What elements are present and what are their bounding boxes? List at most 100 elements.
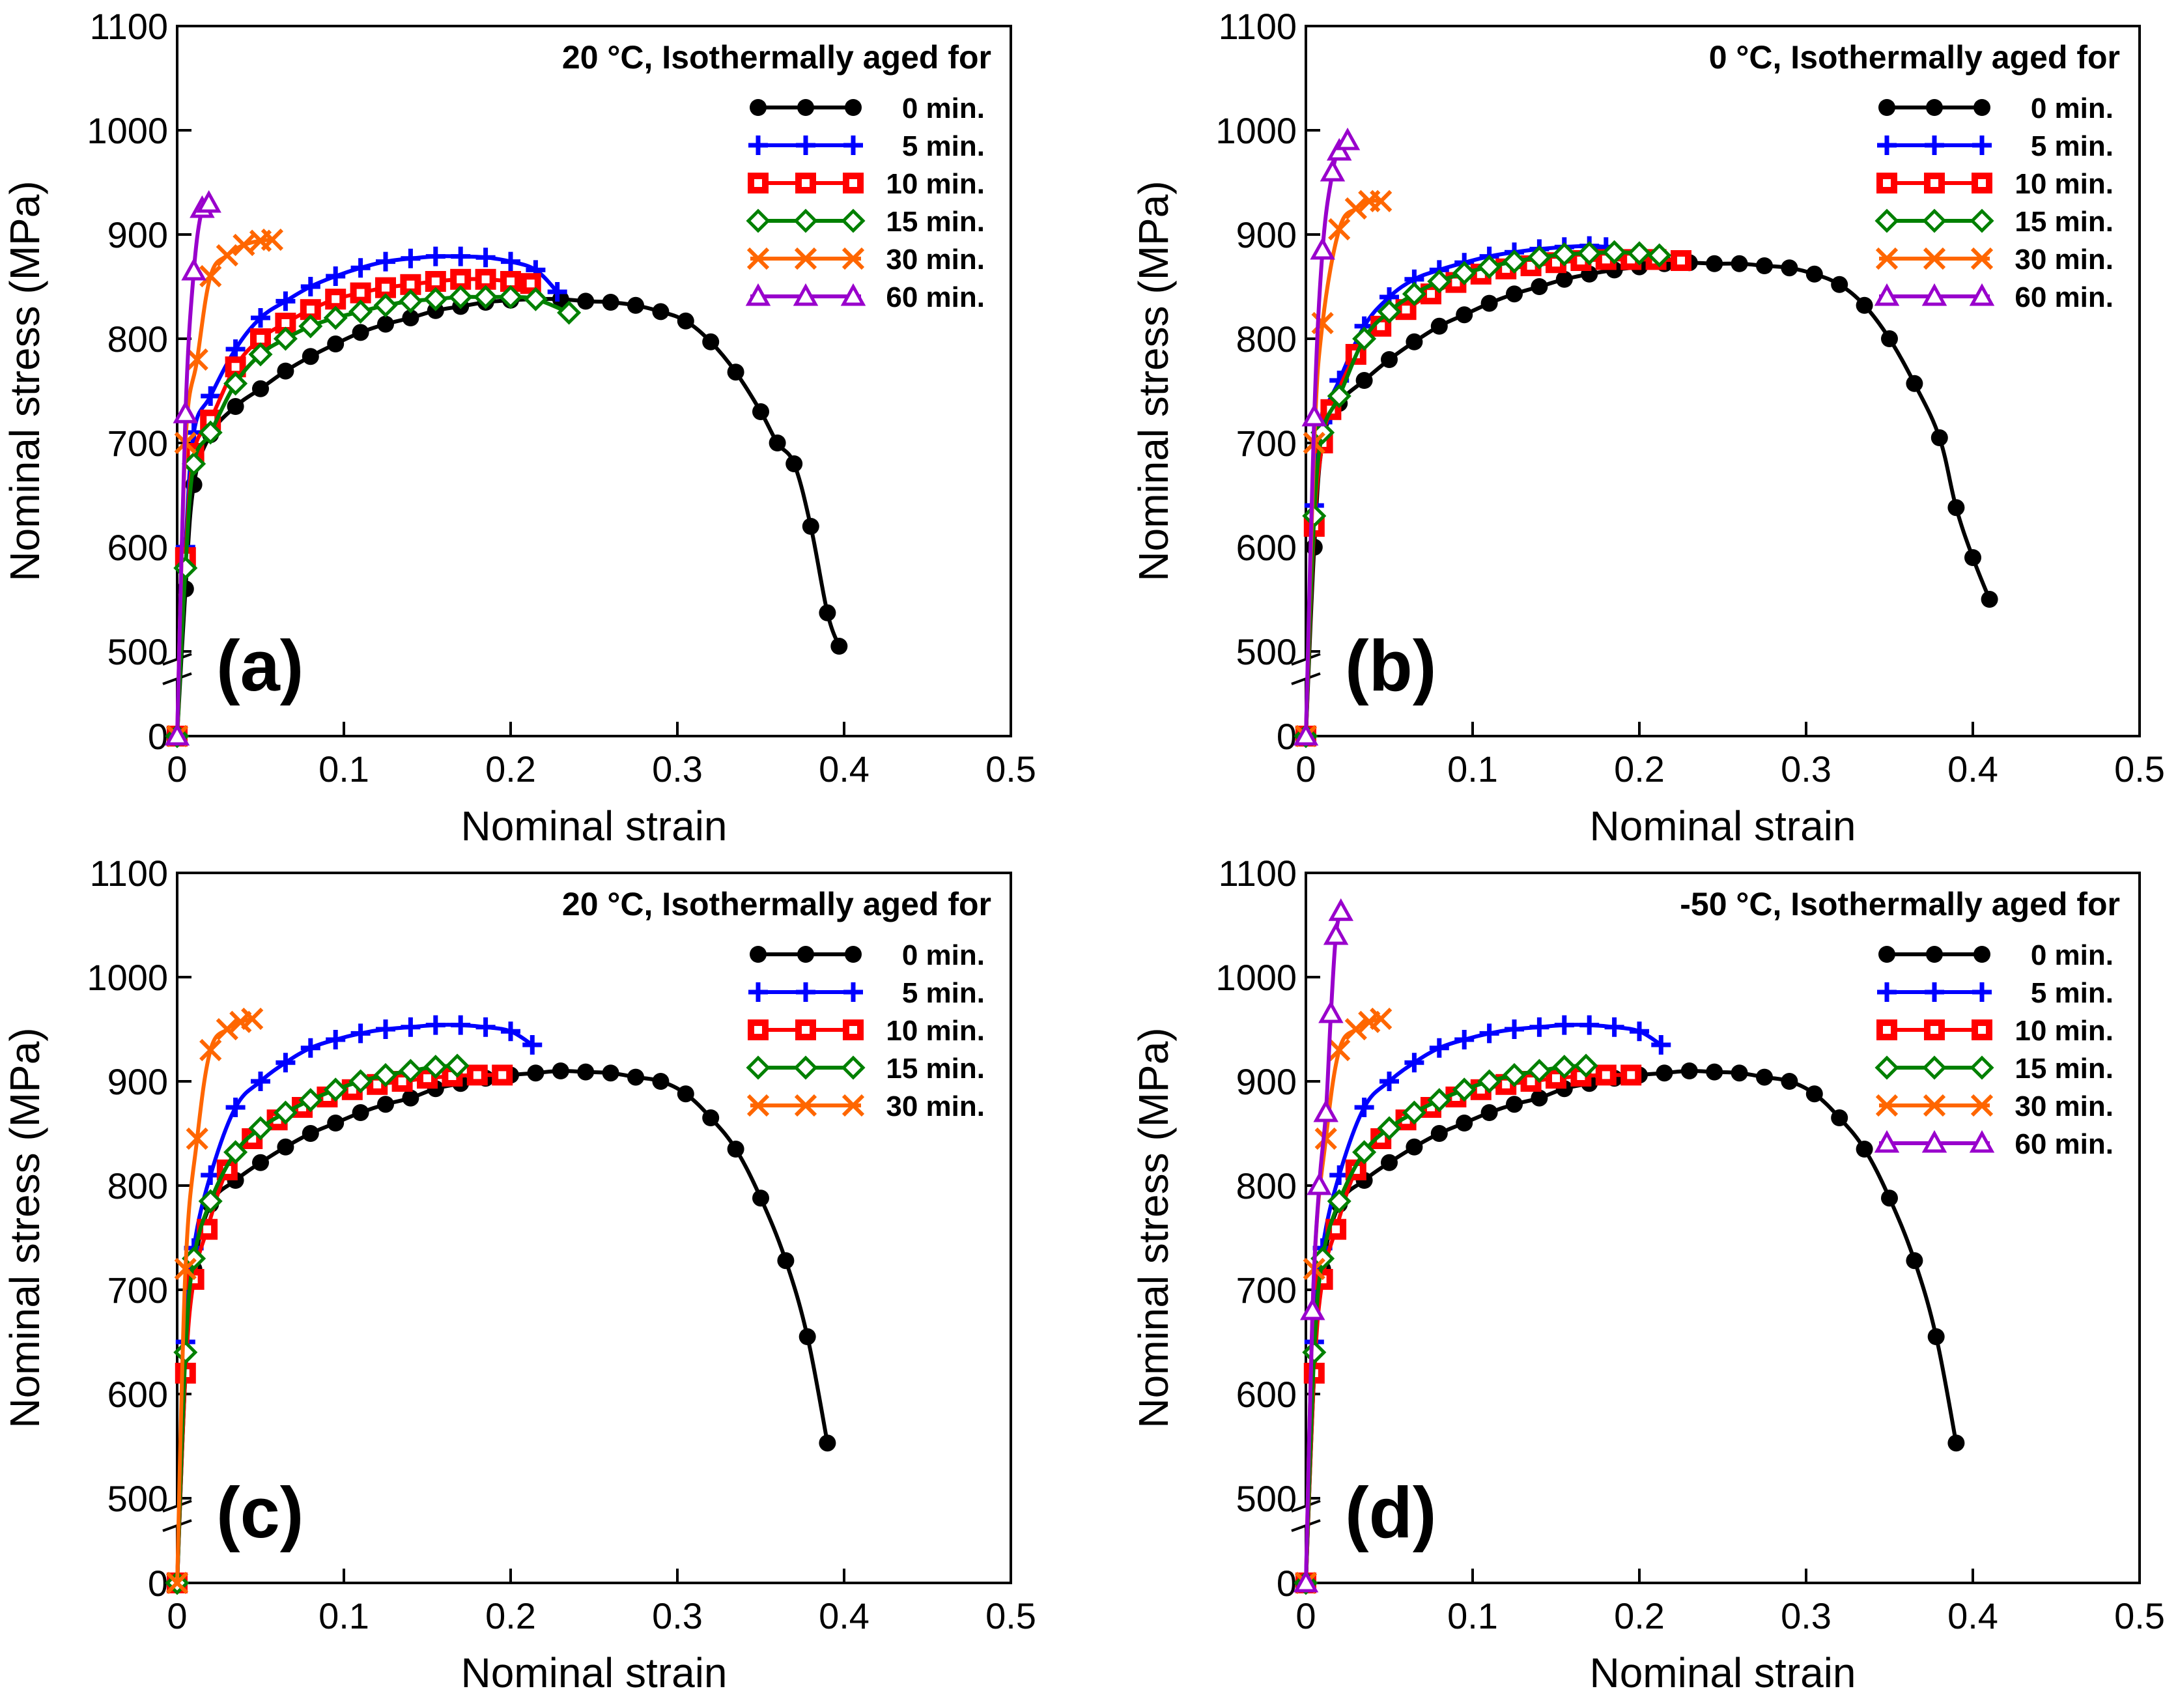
data-point xyxy=(1964,549,1981,566)
legend-label: 15 min. xyxy=(2015,206,2114,238)
data-point xyxy=(173,1340,198,1365)
data-point-inner xyxy=(203,1225,212,1234)
panel-label: (c) xyxy=(216,1473,304,1553)
data-point-inner xyxy=(1883,1026,1891,1034)
data-point xyxy=(233,233,255,257)
data-point xyxy=(1430,317,1448,335)
legend-label: 10 min. xyxy=(886,168,985,200)
data-point xyxy=(830,638,848,655)
plot-frame xyxy=(1305,25,2141,737)
series-60-min xyxy=(164,190,221,746)
legend-item: 10 min. xyxy=(748,168,985,200)
legend-title: 0 °C, Isothermally aged for xyxy=(1709,39,2120,76)
data-point xyxy=(746,1055,771,1080)
data-point xyxy=(1502,1062,1527,1087)
data-point xyxy=(1881,330,1898,347)
plot-frame xyxy=(1305,872,2141,1584)
data-point xyxy=(1930,429,1948,446)
legend-label: 15 min. xyxy=(2015,1053,2114,1085)
data-point xyxy=(1307,1172,1332,1195)
data-point xyxy=(793,208,818,233)
data-point xyxy=(1293,722,1319,746)
data-point xyxy=(750,946,767,963)
y-tick-label: 900 xyxy=(107,1061,168,1102)
data-point xyxy=(1981,591,1998,608)
data-point-inner xyxy=(457,275,465,283)
y-tick-label: 1100 xyxy=(90,853,168,894)
data-point xyxy=(182,451,206,476)
data-point xyxy=(1454,1030,1475,1049)
data-point xyxy=(199,1038,222,1062)
x-tick-label: 0.2 xyxy=(1614,1595,1665,1636)
data-point xyxy=(165,1571,189,1595)
data-point xyxy=(1506,285,1523,303)
data-point xyxy=(251,1072,270,1091)
data-point-inner xyxy=(1930,1026,1938,1034)
data-point xyxy=(273,1100,298,1125)
data-point xyxy=(1647,243,1672,268)
data-point xyxy=(1878,946,1895,963)
legend-item: 15 min. xyxy=(746,1053,985,1085)
data-point-inner xyxy=(849,179,857,187)
data-point xyxy=(1969,283,1995,306)
data-point xyxy=(1875,1094,1899,1117)
data-point xyxy=(1293,1569,1319,1593)
legend-item: 5 min. xyxy=(748,977,985,1009)
data-point xyxy=(1430,1125,1448,1142)
data-point xyxy=(402,1089,419,1107)
y-tick-label: 1100 xyxy=(1219,6,1297,47)
data-point xyxy=(223,371,248,396)
data-point xyxy=(350,1023,371,1044)
data-point xyxy=(797,946,814,963)
data-point xyxy=(251,308,270,328)
data-point xyxy=(302,348,319,365)
data-point xyxy=(1972,135,1992,155)
data-point xyxy=(1404,1053,1424,1073)
y-tick-label: 0 xyxy=(1277,716,1297,757)
data-point xyxy=(1355,372,1373,389)
data-point xyxy=(401,248,421,268)
x-tick-label: 0.5 xyxy=(985,748,1036,790)
data-point xyxy=(727,363,744,381)
data-point-inner xyxy=(1527,262,1535,270)
legend-label: 30 min. xyxy=(2015,1090,2114,1122)
data-point xyxy=(326,1030,346,1049)
data-point xyxy=(841,1055,866,1080)
data-point-inner xyxy=(1627,1071,1635,1079)
y-axis-title: Nominal stress (MPa) xyxy=(1130,180,1177,581)
data-point-inner xyxy=(348,1085,356,1094)
legend-label: 60 min. xyxy=(2015,281,2114,313)
data-point-inner xyxy=(526,279,535,288)
data-point xyxy=(1506,1096,1523,1113)
data-point xyxy=(425,1015,446,1035)
data-point xyxy=(1406,333,1423,350)
data-point xyxy=(1480,1104,1498,1121)
data-point xyxy=(746,1094,770,1117)
series-line xyxy=(1304,909,1343,1585)
data-point xyxy=(1379,1072,1399,1091)
y-tick-label: 500 xyxy=(1236,1478,1297,1519)
panel-label: (d) xyxy=(1345,1473,1436,1553)
data-point xyxy=(1602,240,1627,264)
data-point xyxy=(448,285,473,309)
x-tick-label: 0 xyxy=(167,748,187,790)
data-point xyxy=(748,982,768,1002)
data-point-inner xyxy=(398,1077,406,1085)
data-point xyxy=(819,604,836,621)
data-point xyxy=(1923,247,1946,270)
data-point xyxy=(475,1017,496,1037)
data-point xyxy=(1529,1017,1549,1037)
data-point xyxy=(1970,1055,1994,1080)
plot-frame xyxy=(176,872,1012,1584)
data-point xyxy=(248,1116,273,1141)
data-point xyxy=(1502,249,1527,274)
legend-label: 0 min. xyxy=(2031,93,2114,124)
data-point xyxy=(602,1064,619,1082)
legend-item: 60 min. xyxy=(1874,1128,2114,1160)
x-tick-label: 0.4 xyxy=(1947,748,1998,790)
data-point-inner xyxy=(1477,1085,1485,1094)
y-tick-label: 1000 xyxy=(1215,957,1297,998)
data-point xyxy=(547,282,567,302)
